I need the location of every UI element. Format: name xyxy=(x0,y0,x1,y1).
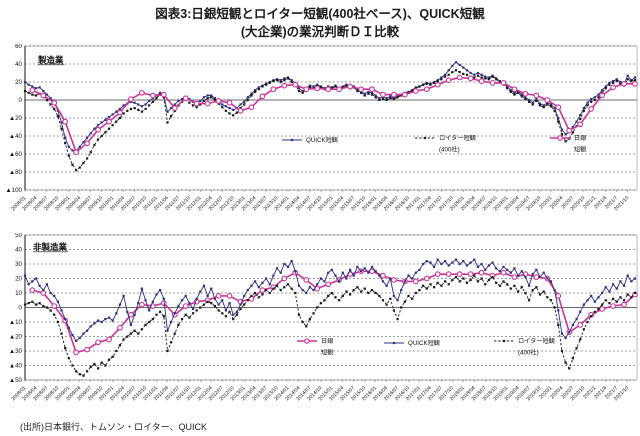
svg-text:(400社): (400社) xyxy=(439,146,460,154)
legend: QUICK短観 ロイター短観 (400社) 日銀短観 xyxy=(282,134,586,154)
svg-text:▲100: ▲100 xyxy=(6,187,23,194)
svg-text:ロイター短観: ロイター短観 xyxy=(439,134,476,142)
legend-item-reuters: ロイター短観 (400社) xyxy=(494,337,555,357)
figure-title-line1: 図表3:日銀短観とロイター短観(400社ベース)、QUICK短観 xyxy=(155,7,485,21)
y-axis-labels: 60 40 20 0 ▲20 ▲40 ▲60 ▲80 ▲100 xyxy=(6,44,23,194)
svg-text:短観: 短観 xyxy=(321,349,333,357)
series-boj xyxy=(29,74,638,156)
svg-text:20: 20 xyxy=(15,79,22,86)
plot-area-label: 製造業 xyxy=(37,55,64,65)
x-axis-labels: 2008/012008/042008/072008/102009/012009/… xyxy=(10,190,630,212)
series-reuters xyxy=(23,69,637,172)
svg-text:10: 10 xyxy=(15,290,22,297)
figure-title-line2: (大企業)の業況判断ＤＩ比較 xyxy=(240,25,400,39)
svg-text:日銀: 日銀 xyxy=(574,134,586,142)
svg-text:30: 30 xyxy=(15,261,22,268)
legend-item-boj: 日銀短観 xyxy=(297,337,333,357)
series-quick xyxy=(23,258,637,342)
svg-text:QUICK短観: QUICK短観 xyxy=(408,339,440,347)
svg-text:▲40: ▲40 xyxy=(9,363,23,370)
svg-text:40: 40 xyxy=(15,247,22,254)
legend-item-boj: 日銀短観 xyxy=(550,134,586,154)
plot-area-label: 非製造業 xyxy=(33,242,68,252)
svg-text:▲30: ▲30 xyxy=(9,348,23,355)
svg-text:50: 50 xyxy=(15,233,22,239)
legend-item-quick: QUICK短観 xyxy=(282,136,338,144)
svg-text:QUICK短観: QUICK短観 xyxy=(306,136,338,144)
legend: 日銀短観 QUICK短観 ロイター短観 (400社) xyxy=(297,337,555,357)
y-axis-labels: 50 40 30 20 10 0 ▲10 ▲20 ▲30 ▲40 ▲50 xyxy=(9,233,23,384)
svg-text:(400社): (400社) xyxy=(518,349,539,357)
svg-text:▲40: ▲40 xyxy=(9,133,23,140)
gridlines xyxy=(25,45,637,191)
svg-text:▲10: ▲10 xyxy=(9,319,23,326)
series-reuters xyxy=(23,274,637,377)
legend-item-quick: QUICK短観 xyxy=(384,339,440,347)
svg-text:60: 60 xyxy=(15,44,22,50)
svg-text:▲80: ▲80 xyxy=(9,169,23,176)
series-reuters-line xyxy=(24,69,636,171)
svg-text:▲60: ▲60 xyxy=(9,151,23,158)
gridlines xyxy=(25,234,637,381)
x-axis-labels: 2008/012008/042008/072008/102009/012009/… xyxy=(10,380,630,402)
source-note: (出所)日本銀行、トムソン・ロイター、QUICK xyxy=(20,422,208,432)
svg-text:20: 20 xyxy=(15,276,22,283)
svg-text:40: 40 xyxy=(15,61,22,68)
svg-text:ロイター短観: ロイター短観 xyxy=(518,337,555,345)
non-manufacturing-di-chart: 50 40 30 20 10 0 ▲10 ▲20 ▲30 ▲40 ▲502008/012008/04… xyxy=(9,233,638,402)
svg-text:▲50: ▲50 xyxy=(9,377,23,384)
svg-text:0: 0 xyxy=(19,97,23,104)
svg-text:▲20: ▲20 xyxy=(9,334,23,341)
svg-text:日銀: 日銀 xyxy=(321,337,333,345)
manufacturing-di-chart: 60 40 20 0 ▲20 ▲40 ▲60 ▲80 ▲1002008/012008/04200… xyxy=(6,44,638,212)
legend-item-reuters: ロイター短観 (400社) xyxy=(415,134,476,154)
svg-text:▲20: ▲20 xyxy=(9,115,23,122)
svg-text:短観: 短観 xyxy=(574,146,586,154)
svg-text:0: 0 xyxy=(19,305,23,312)
